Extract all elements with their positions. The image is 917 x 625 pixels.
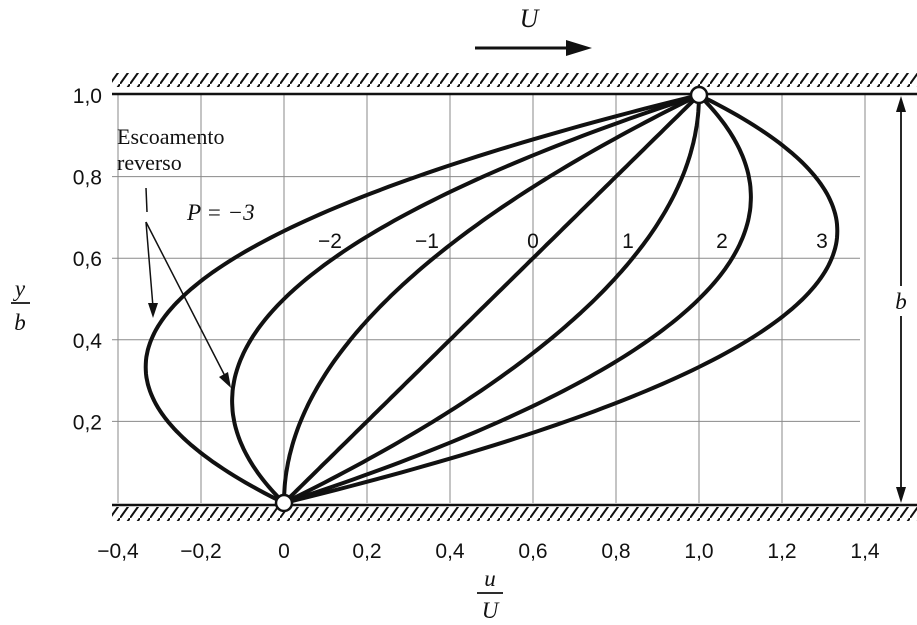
profile-p3 <box>283 93 840 505</box>
flow-arrow-icon <box>475 40 592 56</box>
x-tick-label: 0,8 <box>601 540 630 563</box>
profile-p0 <box>282 93 701 505</box>
x-tick-label: −0,4 <box>97 540 139 563</box>
x-tick-label: 0 <box>278 540 290 563</box>
x-axis-label-denominator: U <box>482 598 500 623</box>
y-axis-label-denominator: b <box>14 310 26 335</box>
x-tick-label: 0,2 <box>352 540 381 563</box>
x-tick-label: 1,0 <box>684 540 713 563</box>
y-tick-label: 0,8 <box>73 167 102 190</box>
top-wall-hatch <box>112 73 917 87</box>
y-tick-label: 0,6 <box>73 248 102 271</box>
curve-label-p1: 1 <box>622 230 634 253</box>
curve-label-p0: 0 <box>527 230 539 253</box>
curve-label-p-2: −2 <box>318 230 342 253</box>
y-tick-label: 0,4 <box>73 330 103 353</box>
curve-label-p2: 2 <box>716 230 728 253</box>
gap-dimension <box>891 96 911 503</box>
profile-p1 <box>283 95 701 505</box>
y-tick-labels: 0,2 0,4 0,6 0,8 1,0 <box>73 85 103 434</box>
endpoint-marker <box>689 85 709 105</box>
x-tick-label: 0,6 <box>518 540 547 563</box>
annotation-line-1: Escoamento <box>117 124 225 149</box>
annotation-line-2: reverso <box>117 150 182 175</box>
curve-label-p3: 3 <box>816 230 828 253</box>
y-axis-label: y b <box>11 276 30 335</box>
profile-p-2 <box>230 93 700 505</box>
y-axis-label-numerator: y <box>13 276 26 301</box>
x-tick-label: 1,2 <box>767 540 796 563</box>
curve-label-p-1: −1 <box>415 230 439 253</box>
x-tick-label: 1,4 <box>850 540 880 563</box>
curve-label-p-3: P = −3 <box>186 200 255 225</box>
x-tick-label: −0,2 <box>180 540 221 563</box>
endpoint-marker <box>274 493 294 513</box>
y-tick-label: 1,0 <box>73 85 102 108</box>
annotation-arrows <box>145 187 231 388</box>
x-axis-label-numerator: u <box>484 566 496 591</box>
bottom-wall-hatch <box>112 507 917 521</box>
x-tick-labels: −0,4 −0,2 0 0,2 0,4 0,6 0,8 1,0 1,2 1,4 <box>97 540 880 563</box>
velocity-profiles <box>143 93 840 505</box>
endpoint-markers <box>274 85 709 513</box>
gap-label: b <box>895 289 907 314</box>
curve-labels: P = −3 −2 −1 0 1 2 3 <box>186 200 828 253</box>
profile-p-1 <box>282 93 700 503</box>
profile-p2 <box>283 93 753 505</box>
profile-p-3 <box>143 93 700 505</box>
y-tick-label: 0,2 <box>73 411 102 434</box>
flow-label: U <box>520 4 541 33</box>
grid <box>112 95 866 503</box>
x-axis-label: u U <box>477 566 503 623</box>
x-tick-label: 0,4 <box>435 540 465 563</box>
